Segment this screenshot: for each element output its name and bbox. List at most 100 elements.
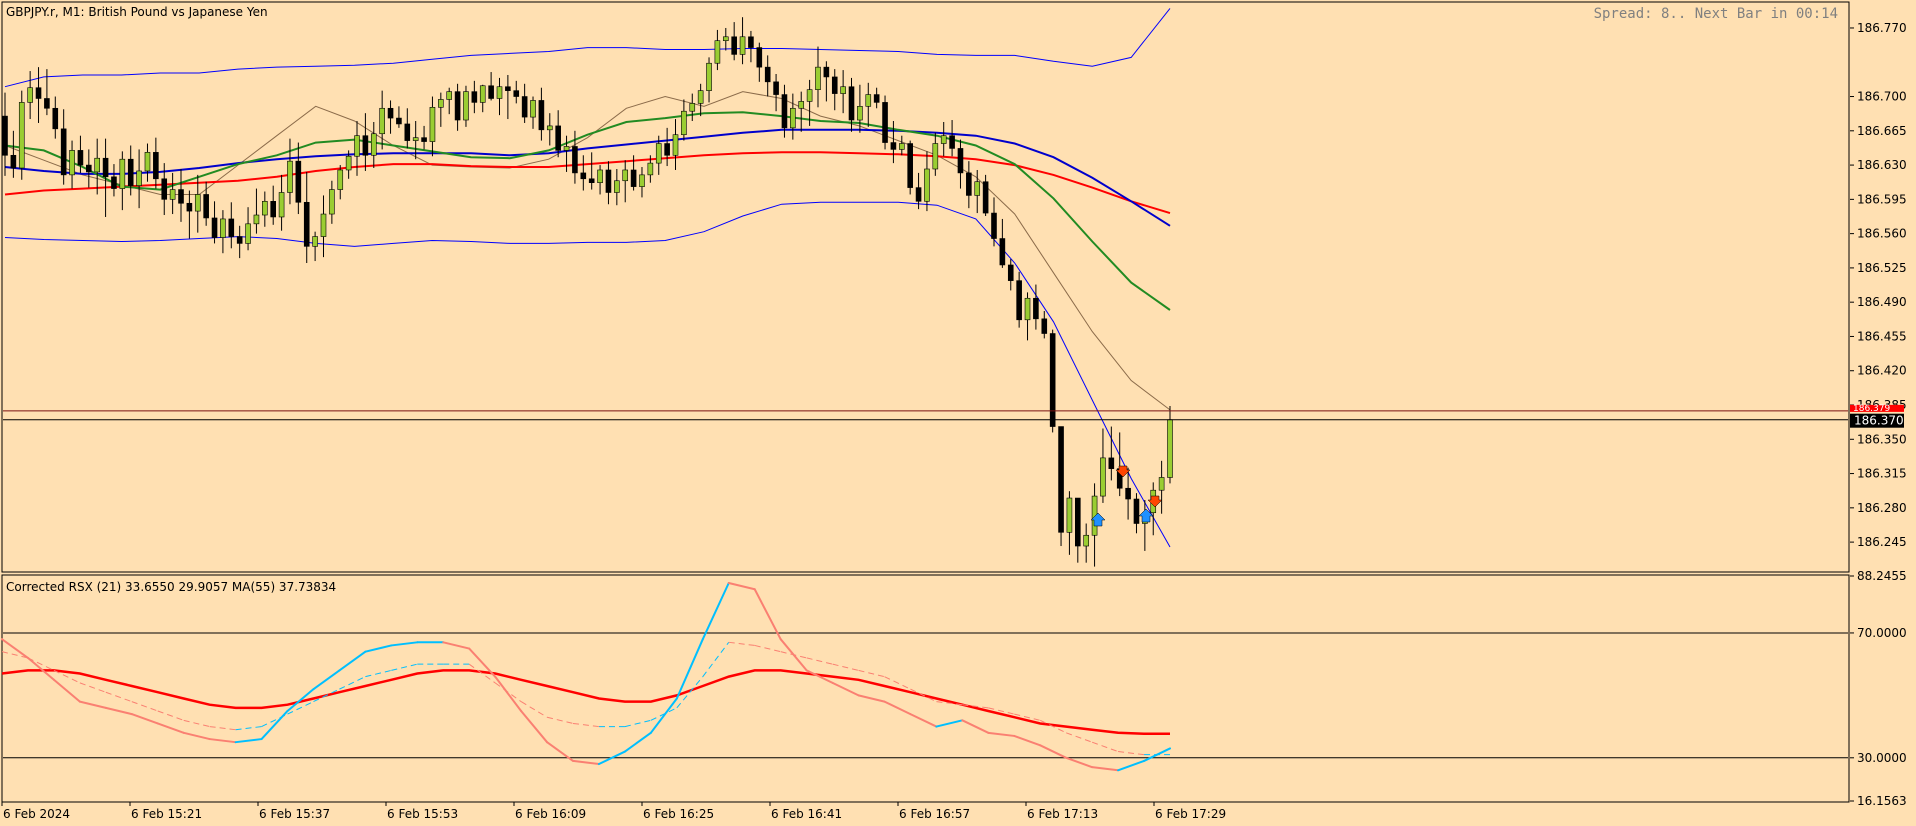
bear-candle — [362, 135, 369, 156]
bear-candle — [915, 187, 922, 202]
bull-candle — [337, 169, 344, 190]
rsx-signal-segment — [1091, 741, 1119, 753]
time-tick-label: 6 Feb 16:57 — [899, 807, 970, 821]
bull-candle — [815, 66, 821, 90]
bear-candle — [77, 150, 84, 166]
buy-arrow-icon — [1090, 512, 1106, 527]
time-tick-label: 6 Feb 2024 — [3, 807, 70, 821]
rsx-line-segment — [1065, 756, 1094, 769]
bear-candle — [664, 143, 670, 156]
indicator-tick-label: 16.1563 — [1857, 794, 1907, 808]
bull-candle — [320, 213, 327, 237]
bear-candle — [1125, 487, 1131, 500]
rsx-signal-segment — [858, 669, 885, 678]
rsx-signal-segment — [1066, 732, 1093, 743]
price-tick-label: 186.315 — [1857, 467, 1907, 481]
bull-candle — [345, 155, 352, 171]
bull-candle — [1158, 477, 1165, 491]
bear-candle — [178, 189, 184, 204]
bear-candle — [580, 172, 587, 180]
bear-candle — [873, 94, 880, 103]
bull-candle — [69, 150, 75, 176]
rsx-signal-segment — [79, 682, 106, 693]
price-tick-label: 186.700 — [1857, 90, 1907, 104]
bear-candle — [111, 176, 117, 189]
main-panel-border — [1, 1, 1850, 573]
bear-candle — [848, 86, 855, 121]
bull-candle — [722, 36, 729, 42]
bear-candle — [756, 47, 763, 68]
bull-candle — [898, 143, 905, 150]
rsx-line-segment — [338, 650, 367, 672]
spread-timer: Spread: 8.. Next Bar in 00:14 — [1594, 6, 1838, 22]
bull-candle — [639, 174, 645, 187]
rsx-signal-segment — [1118, 751, 1145, 756]
rsx-signal-segment — [157, 710, 184, 721]
indicator-layer: 88.2455 70.0000 30.0000 16.1563 — [1, 569, 1907, 808]
rsx-line-segment — [260, 709, 289, 741]
rsx-signal-segment — [884, 676, 911, 690]
time-axis: 6 Feb 2024 6 Feb 15:21 6 Feb 15:37 6 Feb 15… — [1, 802, 1226, 821]
bull-candle — [329, 189, 335, 215]
rsx-line-segment — [182, 731, 211, 741]
rsx-line-segment — [286, 688, 315, 712]
rsx-line-segment — [364, 644, 393, 653]
rsx-line-segment — [104, 706, 133, 716]
bear-candle — [630, 169, 637, 187]
bull-candle — [1083, 534, 1089, 547]
price-tick-label: 186.490 — [1857, 295, 1907, 309]
bull-candle — [253, 214, 260, 225]
bear-candle — [513, 90, 520, 97]
rsx-signal-segment — [806, 657, 833, 665]
current-price-label-bg — [1850, 413, 1904, 428]
time-tick-label: 6 Feb 17:29 — [1155, 807, 1226, 821]
bull-candle — [245, 223, 251, 244]
rsx-ma-line — [1, 669, 1170, 736]
rsx-line-segment — [1013, 734, 1042, 747]
bull-candle — [429, 106, 436, 142]
bull-candle — [647, 162, 654, 176]
bull-candle — [681, 110, 687, 136]
bull-candle — [857, 106, 863, 121]
bear-candle — [781, 94, 788, 129]
bear-candle — [127, 158, 134, 186]
time-tick-label: 6 Feb 16:09 — [515, 807, 586, 821]
rsx-signal-segment — [313, 688, 340, 703]
bear-candle — [982, 181, 989, 214]
rsx-signal-segment — [936, 701, 963, 706]
rsx-line-segment — [52, 678, 81, 703]
bid-price-label-bg — [1850, 404, 1904, 412]
bull-candle — [27, 87, 33, 103]
rsx-signal-segment — [702, 642, 730, 677]
price-tick-label: 186.665 — [1857, 124, 1907, 138]
bear-candle — [236, 236, 243, 244]
bull-candle — [446, 91, 453, 100]
bid-price-label: 186.379 — [1853, 404, 1890, 414]
bollinger-upper — [4, 8, 1171, 88]
rsx-signal-segment — [624, 719, 652, 728]
rsx-line-segment — [546, 741, 575, 762]
rsx-line-segment — [390, 641, 419, 647]
time-tick-label: 6 Feb 17:13 — [1027, 807, 1098, 821]
indicator-tick-label: 70.0000 — [1857, 626, 1907, 640]
bull-candle — [194, 194, 201, 212]
rsx-line-segment — [1117, 759, 1146, 772]
bear-candle — [404, 123, 411, 141]
rsx-line-segment — [675, 638, 704, 700]
bull-candle — [119, 158, 126, 189]
bear-candle — [773, 81, 779, 95]
rsx-signal-segment — [1, 651, 29, 659]
bear-candle — [949, 135, 955, 149]
bear-candle — [10, 154, 17, 169]
bull-candle — [1024, 297, 1031, 321]
bull-candle — [438, 99, 444, 108]
bull-candle — [697, 90, 704, 104]
signal-arrows — [1090, 465, 1163, 527]
bear-candle — [1007, 264, 1014, 281]
bear-candle — [44, 98, 50, 109]
bull-candle — [18, 102, 25, 169]
ema-red-line — [4, 151, 1171, 215]
bear-candle — [505, 86, 511, 91]
